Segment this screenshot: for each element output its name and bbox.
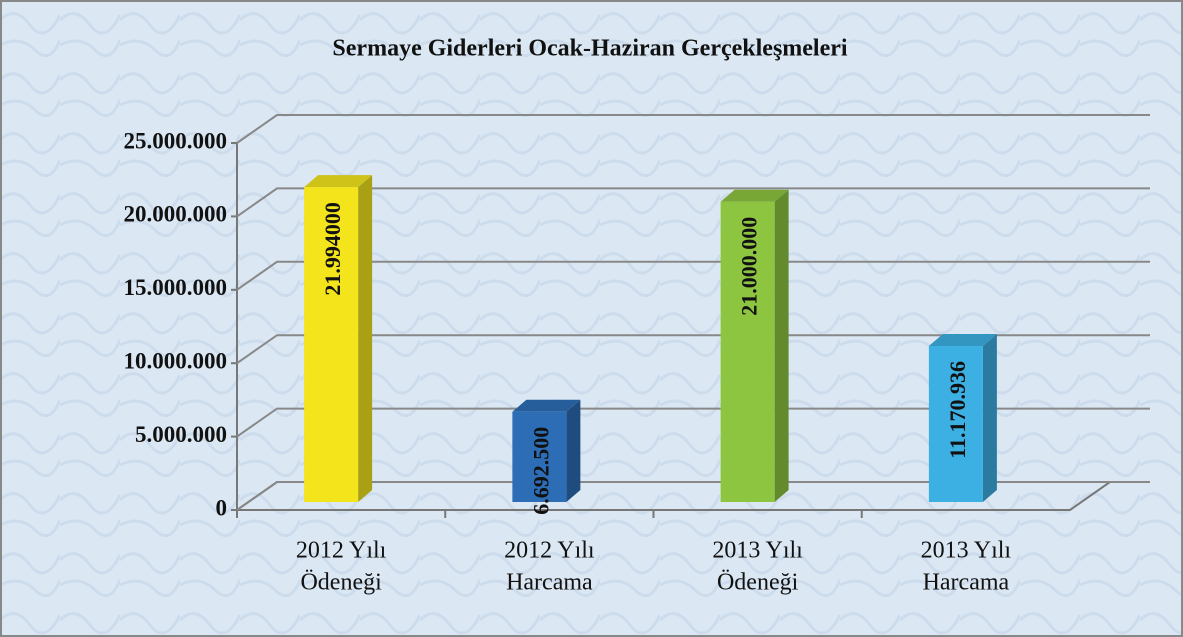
y-tick-label: 25.000.000 [124,128,228,153]
grid-line [236,187,1150,218]
value-label: 21.000.000 [737,217,762,316]
x-tick-label: Harcama [923,570,1010,596]
x-tick-label: 2013 Yılı [712,538,803,564]
bar-side [982,334,997,502]
bar-top [720,189,789,202]
grid-line [236,114,1150,144]
grid-line [236,481,1150,511]
value-label: 11.170.936 [945,361,970,459]
x-tick-label: Ödeneği [300,570,382,596]
x-tick-label: Harcama [506,570,593,596]
x-tick-label: Ödeneği [717,570,799,596]
x-tick-label: 2012 Yılı [504,538,595,564]
y-tick-label: 15.000.000 [124,275,228,300]
y-tick-label: 0 [216,495,228,520]
bar-top [304,175,373,188]
y-tick-label: 20.000.000 [124,202,228,227]
bar [304,187,359,502]
grid-line [236,407,1150,438]
bar-top [928,334,997,347]
grid-line [236,260,1150,291]
bar [928,346,983,502]
bar [512,411,567,502]
bar-side [774,189,789,502]
grid-line [236,334,1150,365]
bar-side [566,399,581,502]
value-label: 21.994000 [320,202,345,296]
x-tick-label: 2013 Yılı [921,538,1012,564]
bar-side [358,175,373,502]
bar [720,201,775,502]
x-tick-label: 2012 Yılı [296,538,387,564]
value-label: 6.692.500 [528,427,553,515]
y-tick-label: 10.000.000 [124,348,228,373]
y-tick-label: 5.000.000 [135,422,227,447]
chart-title: Sermaye Giderleri Ocak-Haziran Gerçekleş… [332,36,847,62]
bar-top [512,399,581,412]
